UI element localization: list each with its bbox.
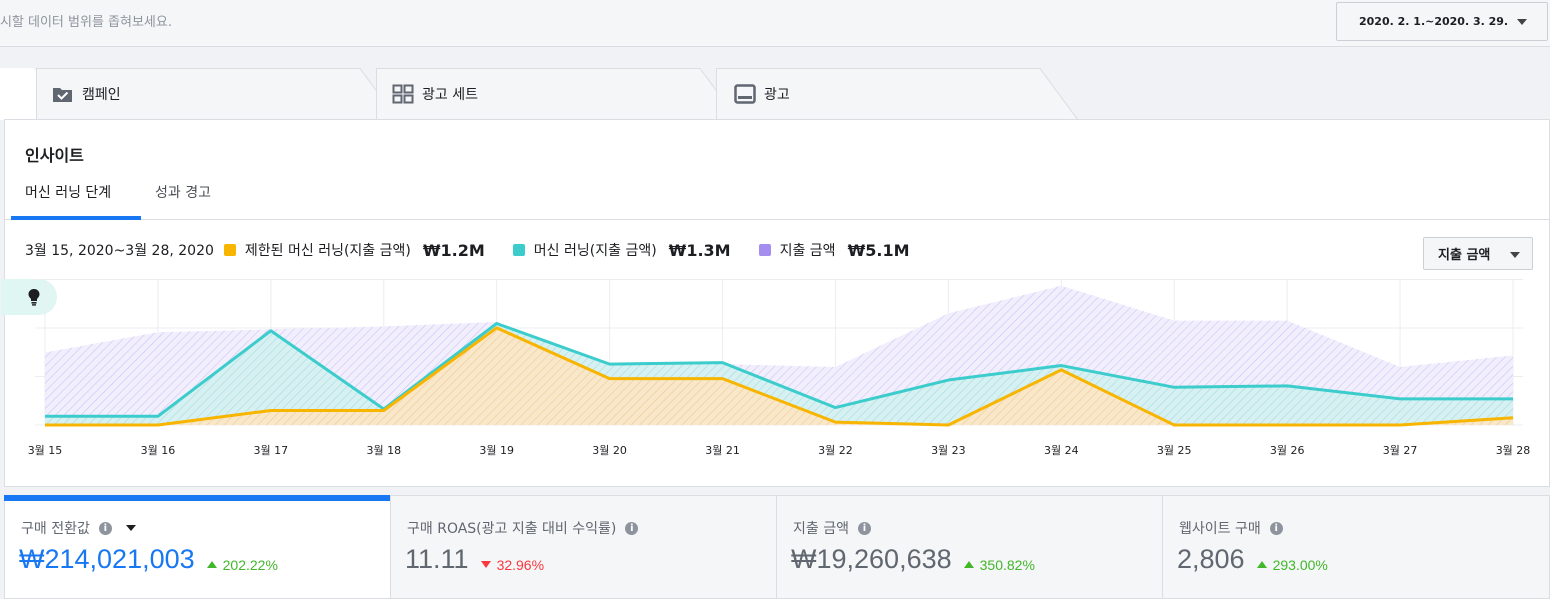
- tab-ad[interactable]: 광고: [716, 68, 1084, 120]
- card-change: 350.82%: [979, 556, 1035, 573]
- card-purchase-roas[interactable]: 구매 ROAS(광고 지출 대비 수익률) i 11.11 32.96%: [390, 495, 777, 599]
- metric-cards: 구매 전환값 i ₩214,021,003 202.22% 구매 ROAS(광고…: [4, 495, 1550, 599]
- area-limited-learning: [45, 327, 1513, 425]
- x-tick-label: 3월 20: [592, 444, 627, 457]
- chart-lines: [45, 322, 1514, 427]
- x-tick-label: 3월 28: [1496, 444, 1531, 457]
- insights-panel: 인사이트 머신 러닝 단계 성과 경고 3월 15, 2020~3월 28, 2…: [1, 119, 1550, 487]
- card-title: 구매 ROAS(광고 지출 대비 수익률): [407, 521, 617, 537]
- x-tick-label: 3월 27: [1383, 444, 1418, 457]
- metric-selector-label: 지출 금액: [1438, 248, 1491, 263]
- info-icon[interactable]: i: [1269, 521, 1283, 535]
- card-change: 202.22%: [222, 556, 278, 573]
- panel-title: 인사이트: [25, 146, 84, 165]
- x-tick-label: 3월 22: [818, 444, 853, 457]
- date-range-button[interactable]: 2020. 2. 1.~2020. 3. 29.: [1336, 2, 1548, 41]
- x-tick-label: 3월 23: [931, 444, 966, 457]
- legend-label-limited: 제한된 머신 러닝(지출 금액): [244, 243, 411, 259]
- card-value: ₩19,260,638: [791, 544, 952, 574]
- chevron-down-icon[interactable]: [125, 525, 136, 531]
- info-icon[interactable]: i: [98, 521, 112, 535]
- info-icon[interactable]: i: [857, 521, 871, 535]
- legend-label-spend: 지출 금액: [779, 243, 836, 259]
- card-change: 293.00%: [1272, 556, 1328, 573]
- date-range-label: 2020. 2. 1.~2020. 3. 29.: [1359, 15, 1509, 28]
- info-icon[interactable]: i: [625, 521, 639, 535]
- x-tick-label: 3월 26: [1270, 444, 1305, 457]
- x-tick-label: 3월 24: [1044, 444, 1079, 457]
- ad-screen-icon: [734, 84, 756, 104]
- legend-swatch-learning: [512, 244, 525, 256]
- x-tick-label: 3월 25: [1157, 444, 1192, 457]
- x-tick-label: 3월 18: [366, 444, 401, 457]
- tab-ad-label: 광고: [764, 87, 790, 103]
- card-title: 구매 전환값: [21, 521, 90, 537]
- subtab-learning-phase[interactable]: 머신 러닝 단계: [25, 185, 112, 201]
- legend-value-spend: ₩5.1M: [847, 240, 910, 260]
- learning-phase-chart: 3월 15 3월 16 3월 17 3월 18 3월 19 3월 20 3월 21 3월 22…: [28, 279, 1531, 457]
- level-tabs: 캠페인 광고 세트 광고: [0, 47, 1550, 120]
- campaign-folder-check-icon: [53, 88, 72, 102]
- insight-tip-button[interactable]: [1, 279, 57, 315]
- tab-ad-shape: [716, 68, 1079, 120]
- filter-bar: 표시할 데이터 범위를 좁혀보세요. 2020. 2. 1.~2020. 3. …: [0, 0, 1550, 47]
- card-purchase-value[interactable]: 구매 전환값 i ₩214,021,003 202.22%: [4, 495, 391, 599]
- chevron-down-icon: [1517, 19, 1527, 25]
- line-limited-learning: [45, 326, 1514, 427]
- legend-label-learning: 머신 러닝(지출 금액): [533, 243, 657, 259]
- legend-value-limited: ₩1.2M: [422, 240, 485, 260]
- card-website-purchases[interactable]: 웹사이트 구매 i 2,806 293.00%: [1162, 495, 1550, 599]
- chart-areas: [45, 285, 1513, 425]
- trend-up-icon: [1256, 561, 1267, 568]
- date-range-text: 3월 15, 2020~3월 28, 2020: [25, 243, 214, 259]
- x-tick-label: 3월 16: [141, 444, 176, 457]
- card-value: ₩214,021,003: [19, 544, 195, 574]
- card-title: 웹사이트 구매: [1179, 521, 1261, 537]
- x-tick-label: 3월 15: [28, 444, 63, 457]
- active-card-indicator: [4, 495, 391, 501]
- trend-down-icon: [480, 561, 491, 568]
- card-change: 32.96%: [496, 556, 545, 573]
- lightbulb-icon: [28, 289, 40, 306]
- tab-ad-set[interactable]: 광고 세트: [376, 68, 744, 120]
- metric-selector-button[interactable]: 지출 금액: [1423, 237, 1533, 270]
- chevron-down-icon: [1510, 252, 1520, 258]
- x-tick-label: 3월 21: [705, 444, 740, 457]
- insights-subtabs: 머신 러닝 단계 성과 경고: [5, 172, 1550, 220]
- chart-legend: 3월 15, 2020~3월 28, 2020 제한된 머신 러닝(지출 금액)…: [25, 240, 938, 260]
- active-subtab-underline: [11, 216, 141, 220]
- legend-swatch-limited: [223, 244, 236, 256]
- legend-value-learning: ₩1.3M: [668, 240, 731, 260]
- tab-campaign-label: 캠페인: [82, 87, 121, 103]
- x-axis-ticks: 3월 15 3월 16 3월 17 3월 18 3월 19 3월 20 3월 21 3월 22…: [28, 444, 1531, 457]
- card-title: 지출 금액: [793, 521, 849, 537]
- subtab-performance-alerts[interactable]: 성과 경고: [155, 185, 211, 201]
- ad-set-grid-icon: [392, 84, 414, 104]
- card-spend[interactable]: 지출 금액 i ₩19,260,638 350.82%: [776, 495, 1163, 599]
- tab-campaign[interactable]: 캠페인: [36, 68, 404, 120]
- legend-swatch-spend: [758, 244, 771, 256]
- card-value: 2,806: [1177, 544, 1245, 574]
- filter-hint: 표시할 데이터 범위를 좁혀보세요.: [0, 15, 172, 30]
- x-tick-label: 3월 19: [479, 444, 514, 457]
- line-learning: [45, 322, 1513, 418]
- x-tick-label: 3월 17: [254, 444, 289, 457]
- card-value: 11.11: [405, 544, 469, 574]
- trend-up-icon: [963, 561, 974, 568]
- tab-ad-set-label: 광고 세트: [422, 87, 478, 103]
- trend-up-icon: [206, 561, 217, 568]
